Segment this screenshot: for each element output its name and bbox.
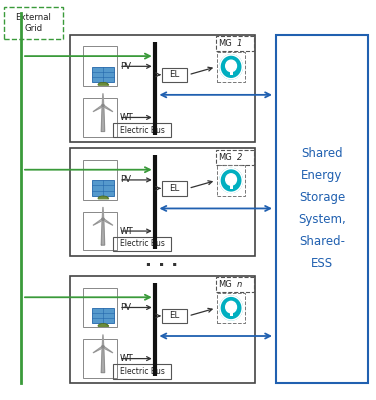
Bar [276, 34, 368, 383]
Polygon shape [103, 346, 113, 353]
Text: PV: PV [120, 303, 131, 312]
Polygon shape [102, 94, 104, 106]
Bar [230, 72, 233, 75]
Bar [162, 68, 187, 82]
Bar [83, 212, 117, 250]
Bar [230, 185, 233, 188]
Bar [70, 276, 255, 383]
Text: WT: WT [120, 113, 134, 122]
Text: MG: MG [218, 280, 232, 290]
Text: Electric Bus: Electric Bus [120, 126, 165, 135]
Circle shape [220, 55, 242, 79]
Bar [217, 165, 245, 196]
Bar [113, 364, 171, 378]
Circle shape [226, 174, 237, 185]
Text: EL: EL [170, 184, 180, 193]
Text: External
Grid: External Grid [15, 13, 52, 33]
Bar [230, 313, 233, 316]
Bar [217, 293, 245, 323]
Circle shape [102, 218, 104, 220]
Circle shape [220, 168, 242, 192]
Bar [83, 339, 117, 378]
Text: WT: WT [120, 354, 134, 363]
Polygon shape [101, 106, 105, 132]
Text: Electric Bus: Electric Bus [120, 367, 165, 376]
Bar [217, 277, 254, 292]
Text: MG: MG [218, 153, 232, 162]
Polygon shape [93, 105, 103, 112]
Bar [5, 8, 62, 38]
Polygon shape [102, 334, 104, 347]
Text: Shared
Energy
Storage
System,
Shared-
ESS: Shared Energy Storage System, Shared- ES… [298, 148, 346, 270]
Polygon shape [103, 105, 113, 112]
Text: · · ·: · · · [145, 257, 178, 275]
Text: EL: EL [170, 70, 180, 79]
Text: Electric Bus: Electric Bus [120, 239, 165, 248]
Bar [70, 148, 255, 256]
Bar [217, 36, 254, 51]
Bar [83, 98, 117, 137]
Text: 2: 2 [237, 153, 243, 162]
Bar [83, 160, 117, 200]
Bar [217, 52, 245, 82]
Text: PV: PV [120, 62, 131, 71]
Polygon shape [101, 347, 105, 372]
Polygon shape [103, 218, 113, 225]
Circle shape [102, 104, 104, 107]
Text: WT: WT [120, 226, 134, 236]
Circle shape [220, 296, 242, 320]
Text: n: n [237, 280, 242, 290]
Bar [92, 180, 114, 196]
Text: EL: EL [170, 312, 180, 320]
Polygon shape [93, 346, 103, 353]
Text: PV: PV [120, 176, 131, 184]
Bar [162, 181, 187, 196]
Bar [217, 150, 254, 165]
Bar [113, 123, 171, 138]
Text: 1: 1 [237, 39, 243, 48]
Bar [92, 67, 114, 82]
Bar [83, 288, 117, 327]
Circle shape [226, 60, 237, 72]
Text: MG: MG [218, 39, 232, 48]
Polygon shape [101, 219, 105, 245]
Bar [162, 309, 187, 323]
Bar [92, 308, 114, 323]
Polygon shape [93, 218, 103, 225]
Polygon shape [102, 207, 104, 219]
Circle shape [226, 301, 237, 313]
Bar [83, 46, 117, 86]
Bar [113, 237, 171, 251]
Bar [70, 34, 255, 142]
Circle shape [102, 346, 104, 348]
